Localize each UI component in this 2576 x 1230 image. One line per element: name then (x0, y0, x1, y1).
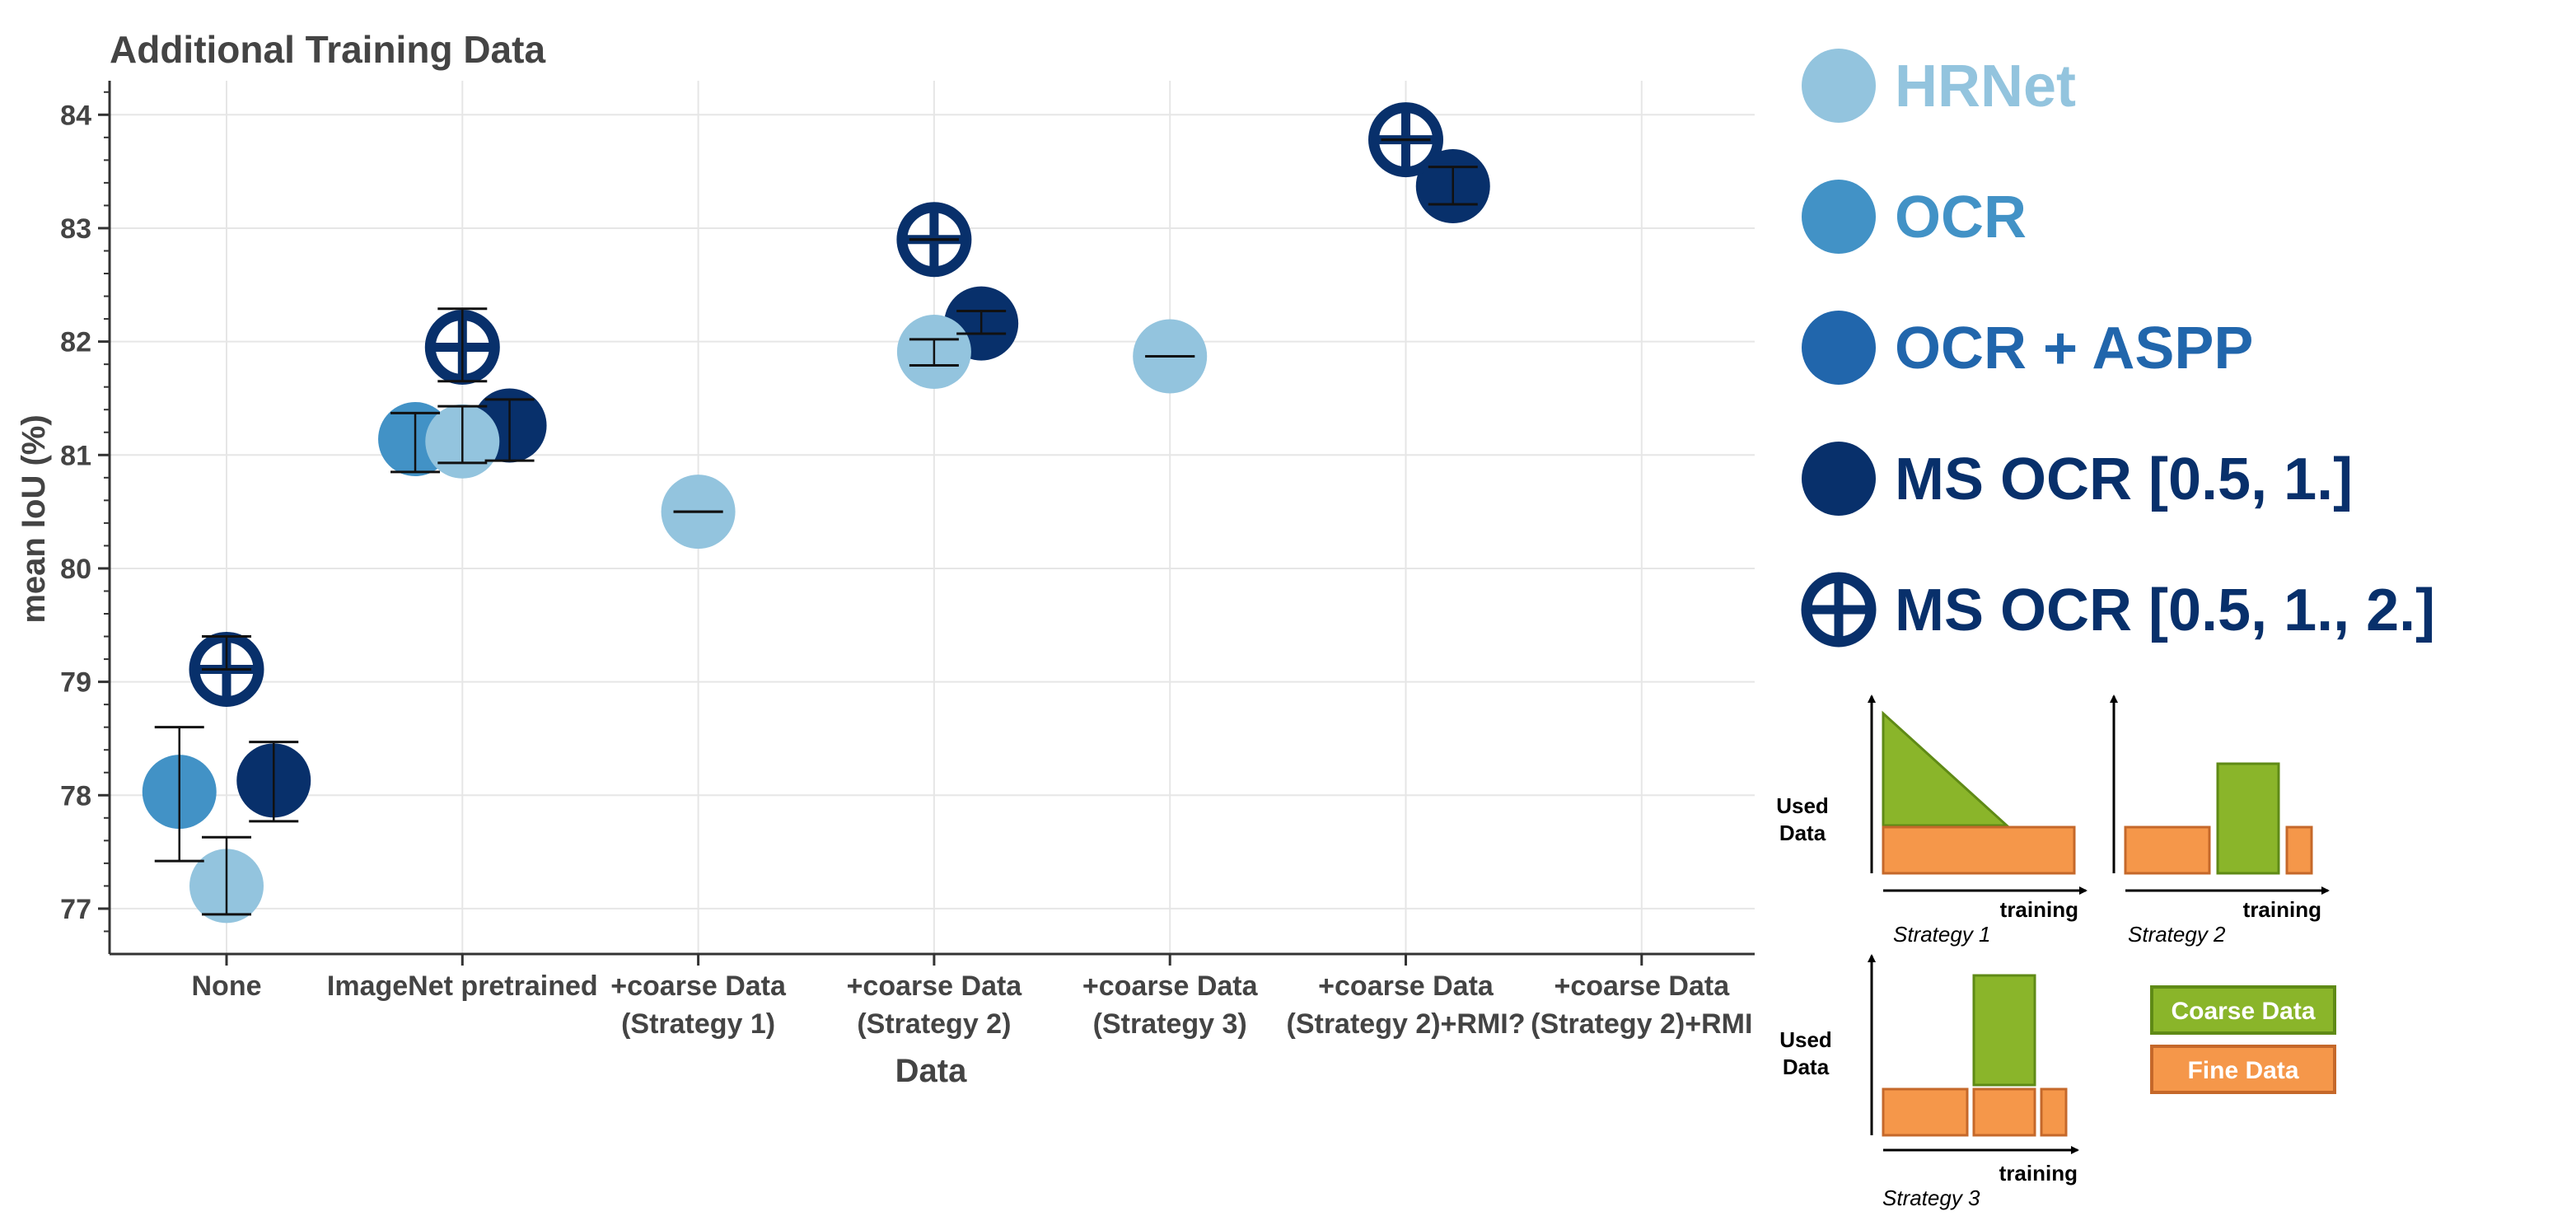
y-axis-label: mean IoU (%) (16, 414, 52, 623)
strategy-1-training-label: training (2000, 897, 2078, 922)
strategy-3-caption: Strategy 3 (1882, 1186, 1980, 1210)
legend-marker-2 (1802, 311, 1876, 385)
strategy-3-fine-block-1 (1882, 1087, 1969, 1137)
strategy-3-fine-block-3 (2040, 1087, 2068, 1137)
x-tick-label: +coarse Data (847, 970, 1023, 1002)
strategy-2-coarse-block (2216, 762, 2280, 875)
strategy-3-diagram: training Strategy 3 Used Data (1779, 954, 2079, 1210)
legend-label: HRNet (1895, 54, 2076, 119)
used-data-label-bottom-line1: Used (1779, 1027, 1832, 1052)
x-tick-label-line2: (Strategy 1) (621, 1008, 775, 1040)
strategy-2-caption: Strategy 2 (2128, 922, 2226, 947)
strategy-1-fine-block (1882, 825, 2076, 875)
x-tick-label: ImageNet pretrained (327, 970, 598, 1002)
y-tick-label: 77 (60, 894, 91, 925)
y-tick-label: 78 (60, 780, 91, 811)
x-tick-label: +coarse Data (610, 970, 787, 1002)
coarse-data-key (2150, 985, 2336, 1035)
y-tick-label: 81 (60, 440, 91, 471)
used-data-label-top-line1: Used (1776, 793, 1829, 818)
strategy-3-fine-block-2 (1972, 1087, 2036, 1137)
data-points (142, 102, 1490, 924)
legend-label: OCR + ASPP (1895, 316, 2253, 381)
x-tick-label-line2: (Strategy 3) (1093, 1008, 1247, 1040)
data-key: Coarse Data Fine Data (2150, 985, 2336, 1094)
x-tick-label: +coarse Data (1318, 970, 1494, 1002)
strategy-1-diagram: training Strategy 1 Used Data (1776, 695, 2087, 947)
x-ticks: None ImageNet pretrained +coarse Data (Stra… (192, 954, 1752, 1040)
x-tick-label: +coarse Data (1082, 970, 1259, 1002)
x-axis-label: Data (895, 1053, 967, 1089)
strategy-diagrams: training Strategy 1 Used Data training S… (1776, 695, 2336, 1210)
strategy-3-training-label: training (1999, 1161, 2078, 1186)
chart-title: Additional Training Data (110, 28, 545, 71)
legend-label: MS OCR [0.5, 1.] (1895, 447, 2353, 512)
y-tick-label: 80 (60, 554, 91, 585)
legend-marker-4 (1801, 572, 1877, 648)
strategy-2-fine-block-1 (2124, 825, 2211, 875)
legend-marker-3 (1802, 442, 1876, 516)
legend-label: MS OCR [0.5, 1., 2.] (1895, 578, 2435, 643)
y-tick-label: 82 (60, 327, 91, 358)
strategy-1-caption: Strategy 1 (1893, 922, 1991, 947)
strategy-2-training-label: training (2243, 897, 2321, 922)
axes (108, 81, 1755, 956)
x-tick-label: None (192, 970, 262, 1002)
legend-marker-0 (1802, 49, 1876, 123)
x-tick-label: +coarse Data (1554, 970, 1730, 1002)
strategy-1-coarse-block (1882, 710, 2010, 827)
fine-data-key (2150, 1045, 2336, 1094)
y-ticks: 77 78 79 80 81 82 83 84 (60, 91, 110, 933)
used-data-label-top-line2: Data (1779, 821, 1826, 845)
x-tick-label-line2: (Strategy 2) (857, 1008, 1011, 1040)
coarse-data-key-label: Coarse Data (2171, 998, 2315, 1025)
y-tick-label: 84 (60, 100, 91, 131)
used-data-label-bottom-line2: Data (1783, 1055, 1830, 1079)
x-tick-label-line2: (Strategy 2)+RMI? (1287, 1008, 1526, 1040)
legend-label: OCR (1895, 185, 2027, 250)
legend: HRNet OCR OCR + ASPP MS OCR [0.5, 1.] MS OCR… (1801, 49, 2435, 648)
x-tick-label-line2: (Strategy 2)+RMI (1531, 1008, 1752, 1040)
strategy-3-coarse-block (1972, 974, 2036, 1087)
y-tick-label: 79 (60, 667, 91, 699)
strategy-2-fine-block-2 (2285, 825, 2313, 875)
legend-marker-1 (1802, 180, 1876, 254)
fine-data-key-label: Fine Data (2187, 1057, 2298, 1084)
y-tick-label: 83 (60, 213, 91, 245)
strategy-2-diagram: training Strategy 2 (2110, 695, 2330, 947)
